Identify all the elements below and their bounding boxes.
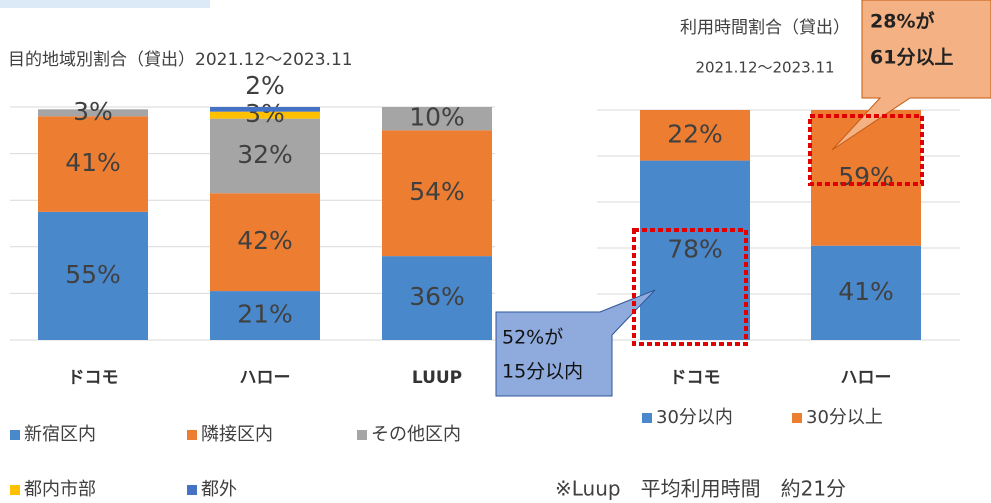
legend-swatch [10,485,20,495]
legend-swatch [357,430,367,440]
data-label: 22% [667,119,723,148]
legend-label: 隣接区内 [201,424,273,445]
bar-segment [382,256,492,340]
bar-segment [382,130,492,257]
data-label: 21% [237,300,293,329]
data-label: 41% [838,277,894,306]
data-label: 59% [838,162,894,191]
bar-segment [382,107,492,131]
data-label: 41% [65,148,121,177]
data-label: 3% [73,97,113,126]
chart-subtitle: 2021.12～2023.11 [695,59,834,77]
legend-label: 30分以上 [806,407,883,428]
data-label: 36% [409,282,465,311]
data-label: 78% [667,234,723,263]
legend-label: 都内市部 [24,479,96,500]
bar-segment [811,110,921,246]
bar-segment [210,111,320,119]
data-label: 2% [245,71,285,100]
legend-label: その他区内 [371,424,461,445]
x-tick-label: ハロー [841,368,892,388]
legend-swatch [10,430,20,440]
highlight-box [632,228,748,346]
bar-segment [640,160,750,340]
bar-segment [38,109,148,117]
legend-swatch [187,485,197,495]
bar-segment [38,211,148,340]
data-label: 55% [65,260,121,289]
legend-label: 30分以内 [656,407,733,428]
bar-segment [640,110,750,161]
callout-text: 61分以上 [870,47,953,69]
x-tick-label: ハロー [240,368,291,388]
x-tick-label: ドコモ [68,368,119,388]
data-label: 32% [237,140,293,169]
chart-title: 利用時間割合（貸出） [680,18,850,38]
bar-segment [210,291,320,340]
legend-swatch [642,413,652,423]
callout-text: 52%が [502,327,563,349]
legend-label: 都外 [201,479,237,500]
bar-segment [210,193,320,292]
data-label: 42% [237,226,293,255]
bar-segment [210,107,320,112]
bar-segment [811,245,921,340]
bar-segment [38,116,148,212]
note: ※Luup 平均利用時間 約21分 [555,477,846,501]
bar-segment [210,118,320,194]
header-strip [0,0,210,8]
legend-swatch [792,413,802,423]
data-label: 10% [409,103,465,132]
data-label: 54% [409,177,465,206]
callout [495,289,656,397]
chart-title: 目的地域別割合（貸出）2021.12～2023.11 [8,50,353,70]
callout-text: 15分以内 [502,361,583,383]
callout [831,0,991,151]
legend-label: 新宿区内 [24,424,96,445]
highlight-box [808,114,924,186]
data-label: 3% [245,99,285,128]
x-tick-label: LUUP [412,368,462,388]
x-tick-label: ドコモ [670,368,721,388]
callout-text: 28%が [870,10,934,33]
legend-swatch [187,430,197,440]
